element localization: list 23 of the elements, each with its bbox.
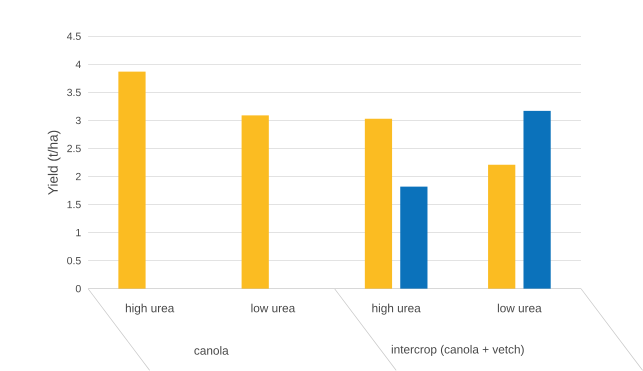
y-tick-label: 3 xyxy=(76,116,81,124)
bar xyxy=(523,111,551,289)
y-tick-label: 1.5 xyxy=(68,201,81,208)
text: intercrop (canola + vetch) xyxy=(392,345,524,356)
y-tick-label: 2.5 xyxy=(67,144,81,152)
x-tick-label: low urea xyxy=(251,304,296,312)
y-axis-title: Yield (t/ha) xyxy=(48,130,60,195)
y-tick-label: 3.5 xyxy=(67,88,81,96)
y-tick-label: 0 xyxy=(76,285,81,292)
bar xyxy=(488,164,516,289)
y-tick-label: 4 xyxy=(76,60,81,68)
text: canola xyxy=(194,346,229,355)
bar xyxy=(118,72,146,289)
x-tick-label: high urea xyxy=(126,304,174,315)
bar xyxy=(242,116,269,289)
y-tick-label: 0.5 xyxy=(67,257,81,264)
bar xyxy=(400,186,428,289)
y-tick-label: 4.5 xyxy=(66,32,81,40)
x-tick-label: low urea xyxy=(498,304,542,312)
y-tick-label: 2 xyxy=(76,172,81,180)
y-tick-label: 1 xyxy=(76,229,81,236)
x-tick-label: high urea xyxy=(372,304,421,315)
bar xyxy=(364,118,392,289)
